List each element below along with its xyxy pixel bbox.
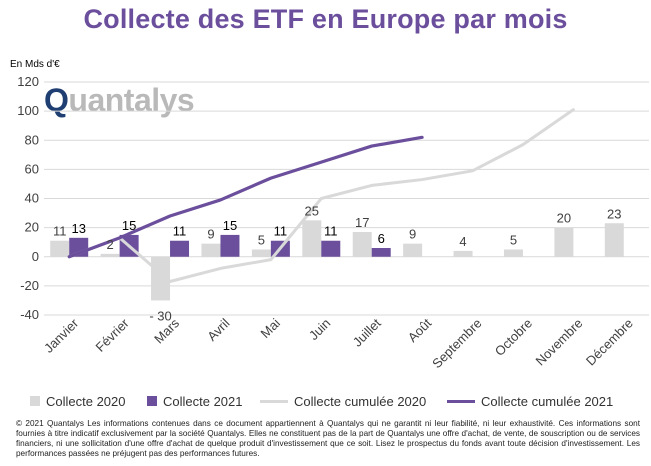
x-tick-label: Juillet xyxy=(350,315,384,349)
x-tick-label: Novembre xyxy=(532,316,585,369)
legend-item: Collecte cumulée 2020 xyxy=(260,393,426,409)
x-tick-label: Mai xyxy=(258,315,283,340)
data-label-2020: 5 xyxy=(510,232,517,247)
y-tick-label: 120 xyxy=(17,74,39,89)
data-label-2020: 2 xyxy=(107,237,114,252)
bar-2021 xyxy=(220,234,240,257)
data-label-2020: 20 xyxy=(557,211,571,226)
legend-line-swatch xyxy=(447,399,475,403)
x-tick-label: Juin xyxy=(306,316,333,343)
y-tick-label: 0 xyxy=(32,249,39,264)
x-tick-label: Décembre xyxy=(583,316,636,369)
bar-2020 xyxy=(554,227,574,257)
data-label-2020: 23 xyxy=(607,206,621,221)
y-tick-label: 40 xyxy=(25,191,39,206)
data-label-2021: 11 xyxy=(274,224,288,239)
bar-2021 xyxy=(321,240,341,257)
legend: Collecte 2020 Collecte 2021 Collecte cumul… xyxy=(30,393,630,409)
legend-bar-swatch xyxy=(147,396,157,406)
legend-item: Collecte 2020 xyxy=(30,393,126,409)
legend-label: Collecte cumulée 2021 xyxy=(481,393,614,409)
data-label-2020: 17 xyxy=(355,215,369,230)
bar-2021 xyxy=(371,248,391,257)
y-tick-label: -20 xyxy=(20,278,39,293)
y-tick-label: -40 xyxy=(20,307,39,322)
line-cumulative-2020 xyxy=(67,108,575,284)
legend-label: Collecte 2021 xyxy=(163,393,243,409)
bar-2020 xyxy=(503,249,523,257)
data-label-2021: 15 xyxy=(223,218,237,233)
legend-item: Collecte 2021 xyxy=(147,393,243,409)
x-tick-label: Février xyxy=(93,315,133,355)
y-tick-label: 80 xyxy=(25,132,39,147)
bar-2020 xyxy=(403,243,423,257)
y-tick-label: 60 xyxy=(25,161,39,176)
data-label-2020: 11 xyxy=(53,224,67,239)
bar-2020 xyxy=(453,250,473,257)
y-tick-label: 100 xyxy=(17,103,39,118)
bar-2020 xyxy=(201,243,221,257)
bar-2020 xyxy=(302,220,322,257)
legend-label: Collecte 2020 xyxy=(46,393,126,409)
legend-bar-swatch xyxy=(30,396,40,406)
data-label-2021: 13 xyxy=(71,221,85,236)
x-tick-label: Octobre xyxy=(492,316,535,359)
line-cumulative-2021 xyxy=(67,135,424,259)
data-label-2020: 25 xyxy=(305,203,319,218)
data-label-2021: 11 xyxy=(324,224,338,239)
disclaimer-footnote: © 2021 Quantalys Les informations conten… xyxy=(16,419,640,458)
bar-2021 xyxy=(170,240,190,257)
chart-title: Collecte des ETF en Europe par mois xyxy=(83,4,568,34)
bar-2020 xyxy=(352,231,372,257)
data-label-2021: 15 xyxy=(122,218,136,233)
y-tick-label: 20 xyxy=(25,220,39,235)
legend-label: Collecte cumulée 2020 xyxy=(294,393,427,409)
x-tick-label: Avril xyxy=(204,315,232,343)
bar-2020 xyxy=(251,249,271,257)
x-tick-label: Août xyxy=(405,315,435,345)
bar-2020 xyxy=(100,253,120,257)
chart: -40 -20 0 20 40 60 80 100 120 11 2 - 30 9 5 25 17 9 4 5 20 2… xyxy=(17,74,649,372)
bar-2020 xyxy=(50,240,70,257)
bar-2020 xyxy=(604,223,624,257)
x-tick-label: Septembre xyxy=(429,316,485,372)
data-label-2021: 11 xyxy=(173,224,187,239)
data-label-2021: 6 xyxy=(378,231,385,246)
data-label-2020: - 30 xyxy=(149,308,171,323)
legend-item: Collecte cumulée 2021 xyxy=(447,393,613,409)
data-label-2020: 5 xyxy=(258,232,265,247)
data-label-2020: 9 xyxy=(409,227,416,242)
data-label-2020: 9 xyxy=(207,227,214,242)
x-tick-label: Janvier xyxy=(41,315,82,356)
legend-line-swatch xyxy=(260,399,288,403)
data-label-2020: 4 xyxy=(459,234,466,249)
y-axis-unit-label: En Mds d'€ xyxy=(10,59,60,70)
